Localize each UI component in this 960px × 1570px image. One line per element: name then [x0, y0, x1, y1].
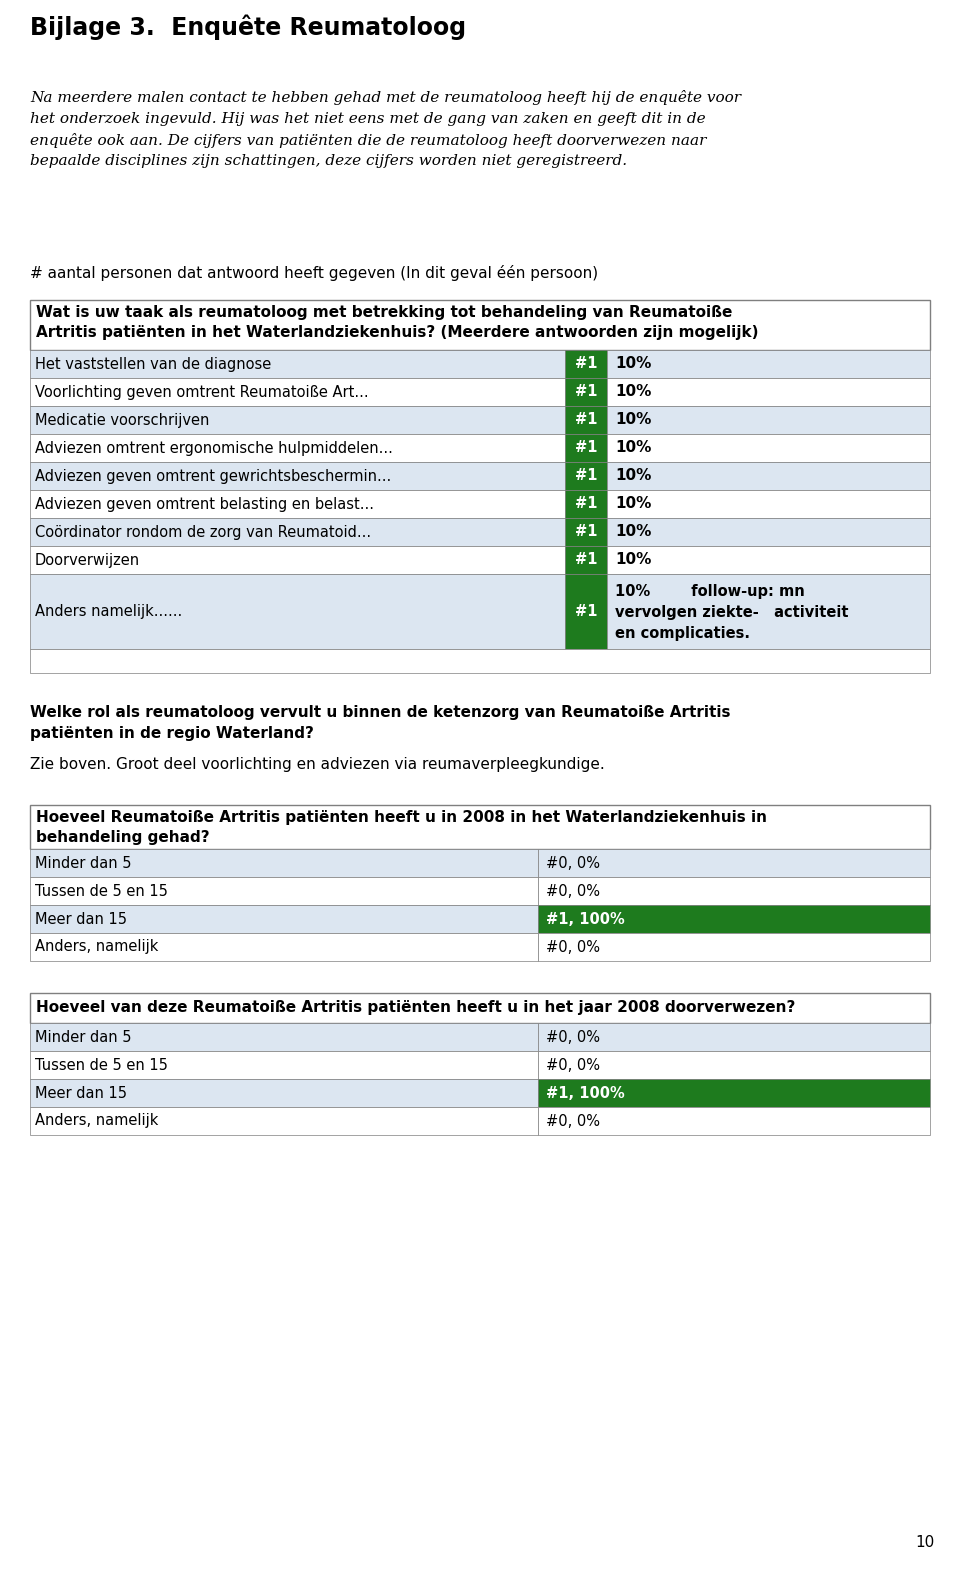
Text: 10%: 10% [615, 468, 652, 484]
Bar [538, 1079, 930, 1107]
Bar [607, 546, 930, 575]
Bar [538, 1050, 930, 1079]
Bar [30, 378, 565, 407]
Bar [607, 433, 930, 462]
Bar [565, 433, 607, 462]
Text: 10%: 10% [615, 385, 652, 399]
Text: #1: #1 [575, 441, 597, 455]
Bar [30, 933, 538, 961]
Text: 10: 10 [916, 1535, 935, 1550]
Text: Voorlichting geven omtrent Reumatoiße Art...: Voorlichting geven omtrent Reumatoiße Ar… [35, 385, 369, 399]
Text: Wat is uw taak als reumatoloog met betrekking tot behandeling van Reumatoiße
Art: Wat is uw taak als reumatoloog met betre… [36, 305, 758, 341]
Text: Medicatie voorschrijven: Medicatie voorschrijven [35, 413, 209, 427]
Text: #1: #1 [575, 496, 597, 512]
Bar [538, 933, 930, 961]
Bar [538, 1107, 930, 1135]
Bar [538, 849, 930, 878]
Text: #1: #1 [575, 356, 597, 372]
Bar [538, 1024, 930, 1050]
Text: 10%        follow-up: mn
vervolgen ziekte-   activiteit
en complicaties.: 10% follow-up: mn vervolgen ziekte- acti… [615, 584, 849, 641]
Text: #1: #1 [575, 468, 597, 484]
Bar [30, 546, 565, 575]
Text: # aantal personen dat antwoord heeft gegeven (In dit geval één persoon): # aantal personen dat antwoord heeft geg… [30, 265, 598, 281]
Bar [30, 992, 930, 1024]
Bar [565, 575, 607, 648]
Bar [565, 490, 607, 518]
Text: #1: #1 [575, 524, 597, 540]
Bar [30, 518, 565, 546]
Bar [30, 805, 930, 849]
Text: Anders, namelijk: Anders, namelijk [35, 1113, 158, 1129]
Text: #0, 0%: #0, 0% [546, 1058, 600, 1072]
Text: #1, 100%: #1, 100% [546, 1085, 625, 1101]
Text: Doorverwijzen: Doorverwijzen [35, 553, 140, 567]
Text: Hoeveel Reumatoiße Artritis patiënten heeft u in 2008 in het Waterlandziekenhuis: Hoeveel Reumatoiße Artritis patiënten he… [36, 810, 767, 845]
Bar [565, 462, 607, 490]
Bar [30, 1107, 538, 1135]
Bar [607, 518, 930, 546]
Bar [30, 904, 538, 933]
Text: 10%: 10% [615, 524, 652, 540]
Bar [30, 1079, 538, 1107]
Text: Tussen de 5 en 15: Tussen de 5 en 15 [35, 884, 168, 898]
Bar [565, 350, 607, 378]
Bar [30, 1050, 538, 1079]
Text: #1: #1 [575, 553, 597, 567]
Bar [30, 433, 565, 462]
Text: #1: #1 [575, 413, 597, 427]
Text: Bijlage 3.  Enquête Reumatoloog: Bijlage 3. Enquête Reumatoloog [30, 16, 467, 41]
Bar [538, 878, 930, 904]
Bar [30, 350, 565, 378]
Bar [607, 462, 930, 490]
Text: #1: #1 [575, 385, 597, 399]
Text: 10%: 10% [615, 413, 652, 427]
Text: Minder dan 5: Minder dan 5 [35, 1030, 132, 1044]
Text: Na meerdere malen contact te hebben gehad met de reumatoloog heeft hij de enquêt: Na meerdere malen contact te hebben geha… [30, 89, 741, 168]
Text: #1, 100%: #1, 100% [546, 912, 625, 926]
Text: 10%: 10% [615, 496, 652, 512]
Bar [607, 407, 930, 433]
Text: Welke rol als reumatoloog vervult u binnen de ketenzorg van Reumatoiße Artritis
: Welke rol als reumatoloog vervult u binn… [30, 705, 731, 741]
Bar [607, 575, 930, 648]
Bar [30, 878, 538, 904]
Text: #0, 0%: #0, 0% [546, 856, 600, 870]
Text: Meer dan 15: Meer dan 15 [35, 1085, 127, 1101]
Bar [607, 490, 930, 518]
Text: Meer dan 15: Meer dan 15 [35, 912, 127, 926]
Bar [30, 490, 565, 518]
Bar [538, 904, 930, 933]
Bar [565, 546, 607, 575]
Text: Tussen de 5 en 15: Tussen de 5 en 15 [35, 1058, 168, 1072]
Text: #0, 0%: #0, 0% [546, 1113, 600, 1129]
Text: Het vaststellen van de diagnose: Het vaststellen van de diagnose [35, 356, 272, 372]
Text: Hoeveel van deze Reumatoiße Artritis patiënten heeft u in het jaar 2008 doorverw: Hoeveel van deze Reumatoiße Artritis pat… [36, 1000, 796, 1014]
Text: 10%: 10% [615, 553, 652, 567]
Bar [30, 849, 538, 878]
Bar [30, 648, 930, 674]
Text: Coördinator rondom de zorg van Reumatoid...: Coördinator rondom de zorg van Reumatoid… [35, 524, 372, 540]
Bar [30, 1024, 538, 1050]
Text: Anders, namelijk: Anders, namelijk [35, 939, 158, 955]
Text: 10%: 10% [615, 356, 652, 372]
Bar [607, 350, 930, 378]
Text: 10%: 10% [615, 441, 652, 455]
Bar [565, 518, 607, 546]
Bar [607, 378, 930, 407]
Bar [30, 407, 565, 433]
Text: Adviezen omtrent ergonomische hulpmiddelen...: Adviezen omtrent ergonomische hulpmiddel… [35, 441, 393, 455]
Text: Anders namelijk......: Anders namelijk...... [35, 604, 182, 619]
Bar [30, 462, 565, 490]
Text: Minder dan 5: Minder dan 5 [35, 856, 132, 870]
Text: #0, 0%: #0, 0% [546, 884, 600, 898]
Bar [565, 407, 607, 433]
Text: #1: #1 [575, 604, 597, 619]
Bar [565, 378, 607, 407]
Text: Zie boven. Groot deel voorlichting en adviezen via reumaverpleegkundige.: Zie boven. Groot deel voorlichting en ad… [30, 757, 605, 772]
Text: Adviezen geven omtrent belasting en belast...: Adviezen geven omtrent belasting en bela… [35, 496, 374, 512]
Text: #0, 0%: #0, 0% [546, 1030, 600, 1044]
Text: #0, 0%: #0, 0% [546, 939, 600, 955]
Bar [30, 575, 565, 648]
Text: Adviezen geven omtrent gewrichtsbeschermin...: Adviezen geven omtrent gewrichtsbescherm… [35, 468, 392, 484]
Bar [30, 300, 930, 350]
